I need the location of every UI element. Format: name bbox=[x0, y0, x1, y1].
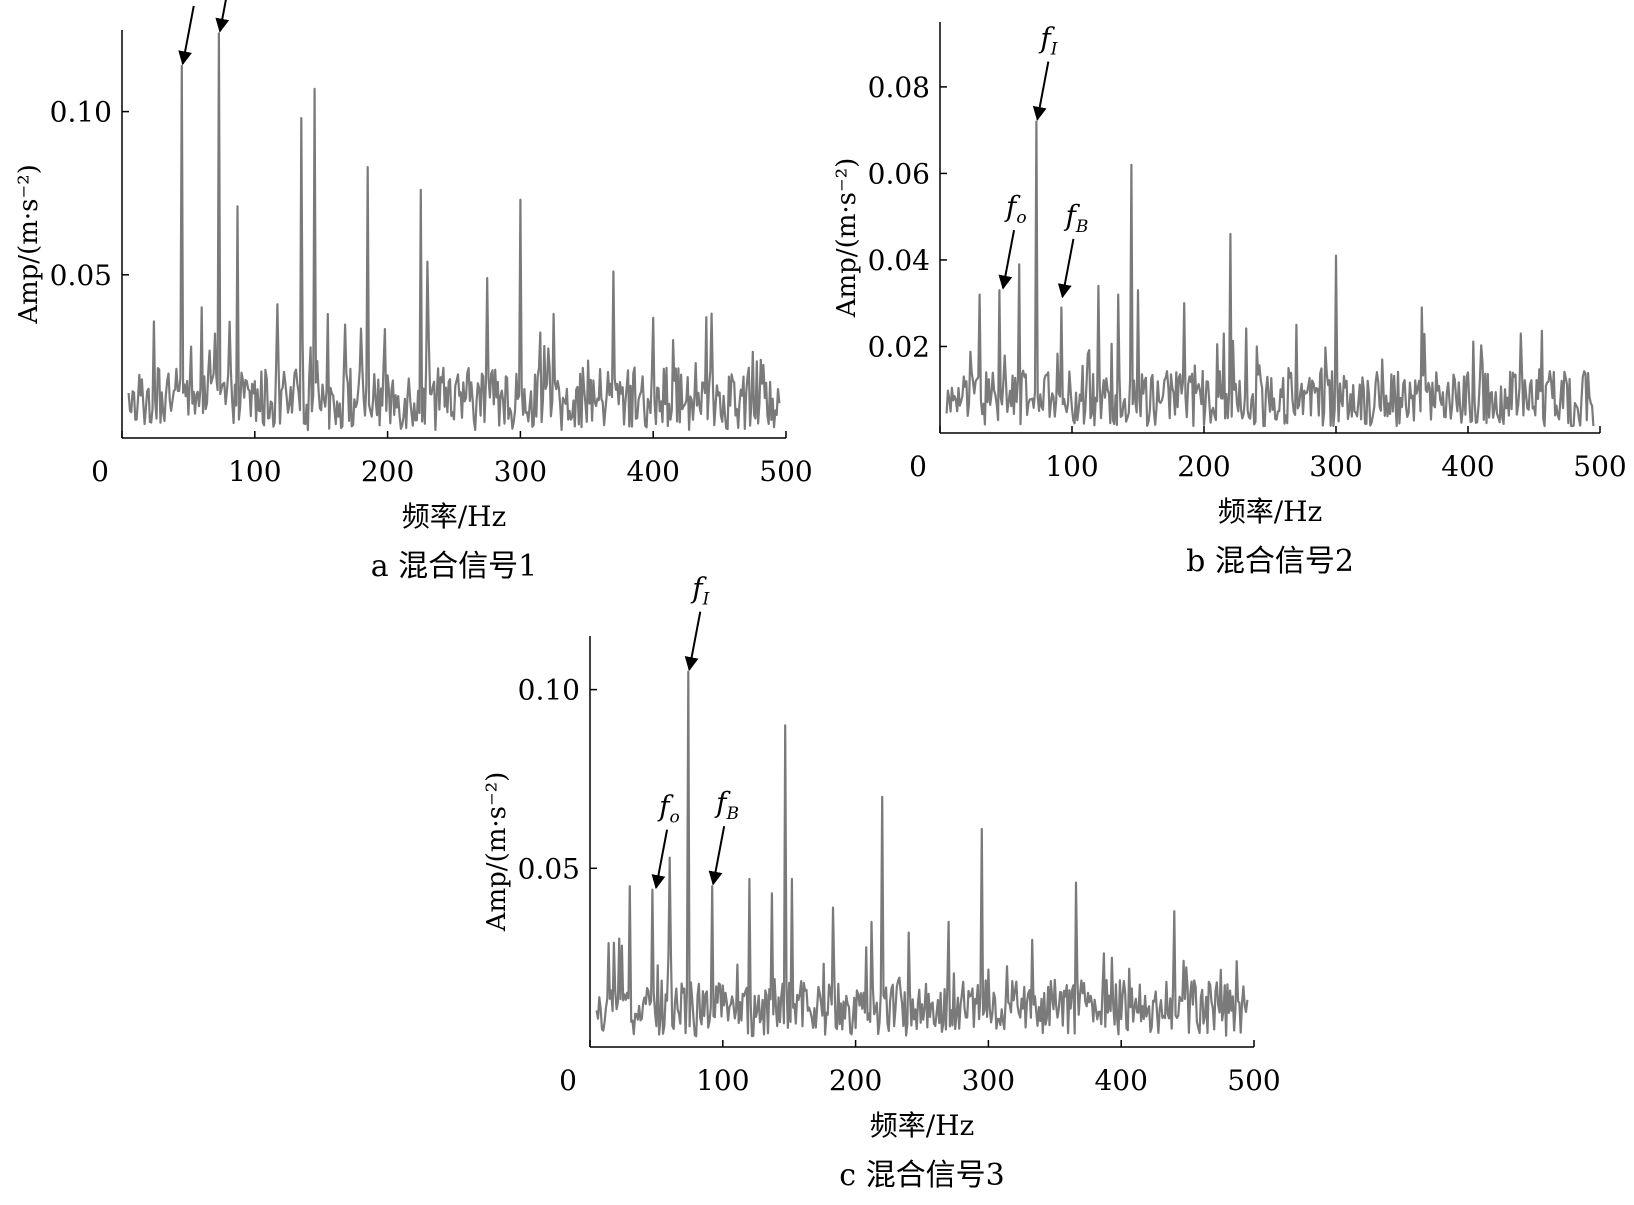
annotation-subscript: I bbox=[702, 590, 710, 610]
annotation-arrow bbox=[684, 611, 702, 672]
x-tick-label: 300 bbox=[494, 455, 547, 488]
annotation-subscript: o bbox=[1016, 208, 1026, 228]
x-tick-label: 400 bbox=[626, 455, 679, 488]
annotation-arrow bbox=[1032, 61, 1050, 121]
y-tick-label: 0.08 bbox=[868, 71, 930, 104]
chart-caption: a 混合信号1 bbox=[371, 549, 538, 584]
annotation-label: fo bbox=[1004, 190, 1027, 228]
x-axis-label: 频率/Hz bbox=[1218, 495, 1323, 528]
chart-panel-c: 0 100 200 300 400 500 0.05 0.10 Amp/(m·s⁻²) 频率/Hz… bbox=[482, 572, 1281, 1193]
annotation-arrow bbox=[215, 0, 230, 33]
annotation-arrow bbox=[998, 230, 1016, 290]
annotation-subscript: o bbox=[669, 808, 679, 828]
annotation-arrow bbox=[1057, 238, 1075, 299]
y-tick-label: 0.05 bbox=[518, 852, 580, 885]
annotation-subscript: I bbox=[1050, 40, 1058, 60]
y-axis-label: Amp/(m·s⁻²) bbox=[832, 158, 862, 319]
annotation-arrow bbox=[651, 829, 669, 890]
annotation-label: fo bbox=[184, 0, 207, 4]
series-line bbox=[595, 670, 1249, 1038]
annotation-arrow bbox=[708, 825, 726, 886]
chart-panel-b: 0 100 200 300 400 500 0.02 0.04 0.06 0.08 Amp/(m·s… bbox=[832, 22, 1627, 579]
annotation-arrow bbox=[178, 5, 195, 66]
annotation-subscript: o bbox=[196, 0, 206, 4]
x-tick-label: 300 bbox=[1309, 450, 1362, 483]
x-tick-label: 400 bbox=[1094, 1064, 1147, 1097]
chart-caption: c 混合信号3 bbox=[839, 1158, 1004, 1193]
x-tick-label: 500 bbox=[1227, 1064, 1280, 1097]
y-axis-label: Amp/(m·s⁻²) bbox=[482, 772, 512, 933]
x-tick-label: 400 bbox=[1441, 450, 1494, 483]
x-axis-label: 频率/Hz bbox=[402, 500, 507, 533]
y-tick-label: 0.02 bbox=[868, 330, 930, 363]
annotation-label: fI bbox=[1038, 22, 1057, 60]
x-tick-label: 100 bbox=[1045, 450, 1098, 483]
x-tick-label: 200 bbox=[361, 455, 414, 488]
annotation-label: fo bbox=[657, 790, 680, 828]
x-tick-label: 100 bbox=[696, 1064, 749, 1097]
y-tick-label: 0.10 bbox=[50, 96, 112, 129]
annotation-subscript: B bbox=[1075, 217, 1089, 237]
x-tick-label: 100 bbox=[228, 455, 281, 488]
series-line bbox=[945, 120, 1595, 428]
annotation-label: fB bbox=[714, 786, 739, 824]
x-tick-label: 500 bbox=[759, 455, 812, 488]
x-tick-label: 300 bbox=[962, 1064, 1015, 1097]
chart-caption: b 混合信号2 bbox=[1186, 544, 1354, 579]
y-axis-label: Amp/(m·s⁻²) bbox=[14, 164, 44, 325]
x-tick-label: 0 bbox=[559, 1064, 577, 1097]
x-tick-label: 500 bbox=[1573, 450, 1626, 483]
y-tick-label: 0.05 bbox=[50, 259, 112, 292]
y-tick-label: 0.06 bbox=[868, 157, 930, 190]
x-axis-label: 频率/Hz bbox=[870, 1109, 975, 1142]
annotation-subscript: B bbox=[726, 804, 740, 824]
y-tick-label: 0.10 bbox=[518, 674, 580, 707]
y-tick-label: 0.04 bbox=[868, 244, 930, 277]
x-tick-label: 0 bbox=[909, 450, 927, 483]
x-tick-label: 0 bbox=[91, 455, 109, 488]
annotation-label: fB bbox=[1063, 199, 1088, 237]
x-tick-label: 200 bbox=[1177, 450, 1230, 483]
x-tick-label: 200 bbox=[829, 1064, 882, 1097]
series-line bbox=[127, 32, 781, 432]
chart-panel-a: 0 100 200 300 400 500 0.05 0.10 Amp/(m·s⁻²) 频率/Hz… bbox=[14, 0, 813, 584]
annotation-label: fI bbox=[690, 572, 709, 610]
